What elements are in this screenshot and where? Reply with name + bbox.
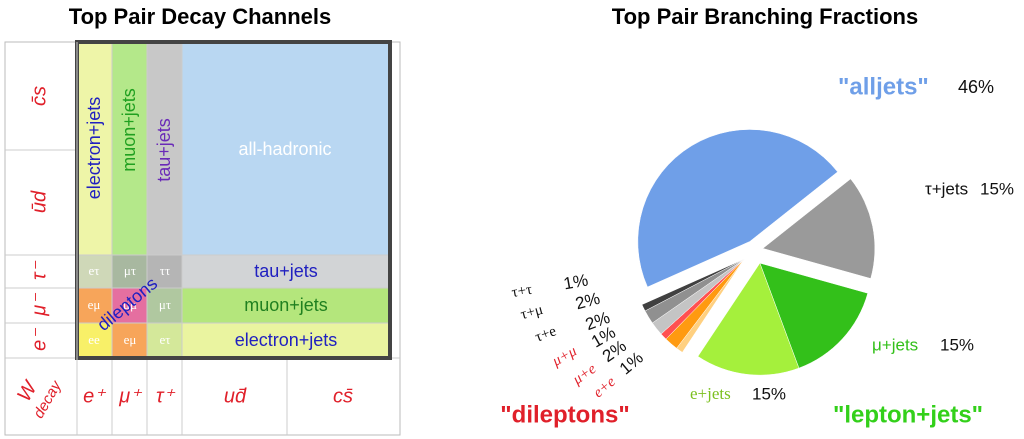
diagram-title: Top Pair Decay Channels <box>69 4 331 29</box>
slice-value-label: 1% <box>562 271 590 294</box>
cell-label: eτ <box>160 332 171 347</box>
column-label: cs̄ <box>333 385 353 407</box>
cell <box>182 42 390 255</box>
channel-label: muon+jets <box>244 295 328 315</box>
cell <box>77 42 112 255</box>
cell <box>147 288 182 323</box>
chart-title: Top Pair Branching Fractions <box>612 4 918 29</box>
pie-slice <box>759 262 869 369</box>
channel-label: electron+jets <box>84 97 104 200</box>
cell-label: μτ <box>124 263 136 278</box>
slice-label: τ+μ <box>519 302 545 323</box>
channel-label: electron+jets <box>235 330 338 350</box>
slice-value-label: 46% <box>958 77 994 97</box>
column-label: e⁺ <box>83 385 106 407</box>
cell-label: μτ <box>159 297 171 312</box>
cell <box>112 323 147 358</box>
cell <box>147 42 182 255</box>
cell <box>77 323 112 358</box>
row-label: e⁻ <box>28 328 50 351</box>
group-label: "dileptons" <box>500 401 629 428</box>
group-label: "lepton+jets" <box>833 401 983 428</box>
column-label: ud̄ <box>224 385 247 407</box>
cell <box>147 323 182 358</box>
slice-label: e+jets <box>690 384 731 403</box>
slice-label: τ+jets <box>925 179 968 198</box>
slice-label: μ+jets <box>872 335 918 354</box>
cell-label: eμ <box>88 297 101 312</box>
slice-label: "alljets" <box>838 73 929 100</box>
cell <box>182 323 390 358</box>
pie-chart: Top Pair Branching Fractions "alljets" 46… <box>500 4 1014 429</box>
cell-label: μμ <box>123 297 137 312</box>
cell-label: eμ <box>124 332 137 347</box>
row-label: c̄s <box>28 86 50 106</box>
channel-label: muon+jets <box>119 88 139 172</box>
slice-value-label: 2% <box>573 289 602 314</box>
slice-value-label: 15% <box>752 384 786 403</box>
cell <box>112 255 147 288</box>
channel-label: tau+jets <box>254 261 318 281</box>
channel-label: tau+jets <box>154 118 174 182</box>
cell <box>182 288 390 323</box>
slice-value-label: 15% <box>980 179 1014 198</box>
cell <box>77 255 112 288</box>
cell <box>77 288 112 323</box>
cell <box>147 255 182 288</box>
slice-value-label: 15% <box>940 335 974 354</box>
slice-label: τ+e <box>533 323 559 345</box>
pie-slice <box>697 262 800 376</box>
pie-slice <box>762 178 876 279</box>
grid-lines <box>5 42 400 435</box>
cell <box>182 255 390 288</box>
channel-label: all-hadronic <box>238 139 331 159</box>
slice-label: μ+μ <box>549 343 580 370</box>
cell-label: eτ <box>89 263 100 278</box>
cell <box>112 288 147 323</box>
column-label: τ⁺ <box>156 385 175 407</box>
slice-label: τ+τ <box>510 282 533 301</box>
slice-label: e+e <box>591 374 620 402</box>
cell <box>112 42 147 255</box>
pie-slice <box>641 258 745 312</box>
decay-diagram: Top Pair Decay Channels c̄s ūd <box>4 4 401 436</box>
row-label: ūd <box>28 190 50 213</box>
row-label: μ⁻ <box>28 293 50 317</box>
pie-slice <box>637 129 838 288</box>
column-label: μ⁺ <box>118 385 142 407</box>
cell-label: ee <box>88 332 100 347</box>
cell-label: ττ <box>160 263 170 278</box>
row-label: τ⁻ <box>28 261 50 280</box>
